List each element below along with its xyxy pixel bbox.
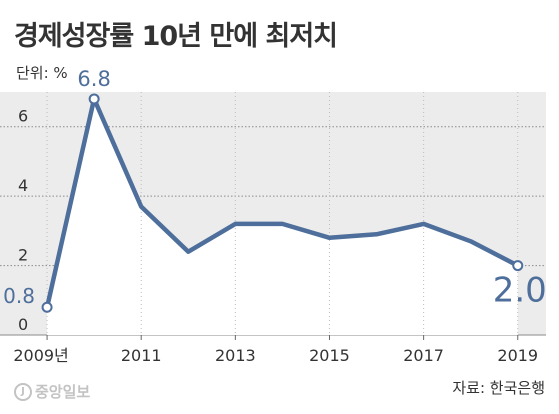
logo-mark-icon: J (14, 382, 32, 401)
x-tick-label: 2013 (215, 346, 256, 365)
highlight-markers (41, 93, 524, 313)
logo-text: 중앙일보 (35, 383, 91, 401)
area-fill (47, 98, 518, 336)
y-tick-label: 4 (18, 176, 28, 195)
x-tick-label: 2015 (309, 346, 350, 365)
x-tick-label: 2017 (403, 346, 444, 365)
unit-label: 단위: % (16, 64, 68, 82)
data-label: 6.8 (77, 67, 110, 91)
series-line (44, 96, 519, 308)
x-tick-label: 2009년 (13, 346, 68, 365)
x-tick-label: 2011 (121, 346, 162, 365)
x-tick-labels: 2009년 2011 2013 2015 2017 2019 (13, 335, 538, 365)
data-label: 0.8 (3, 284, 35, 308)
vertical-gridlines (46, 92, 519, 335)
y-tick-label: 0 (18, 315, 28, 334)
y-tick-label: 6 (18, 107, 28, 126)
y-tick-label: 2 (18, 246, 28, 265)
source-note: 자료: 한국은행 (452, 379, 545, 397)
chart-title: 경제성장률 10년 만에 최저치 (14, 21, 338, 52)
data-labels: 0.8 6.8 2.0 (3, 67, 547, 311)
y-tick-labels: 0 2 4 6 (18, 107, 28, 334)
highlight-marker (88, 93, 100, 105)
publisher-logo: J 중앙일보 (14, 381, 90, 402)
highlight-marker (41, 301, 53, 313)
highlight-marker (512, 260, 524, 272)
x-tick-label: 2019 (497, 346, 538, 365)
data-label: 2.0 (493, 271, 547, 311)
